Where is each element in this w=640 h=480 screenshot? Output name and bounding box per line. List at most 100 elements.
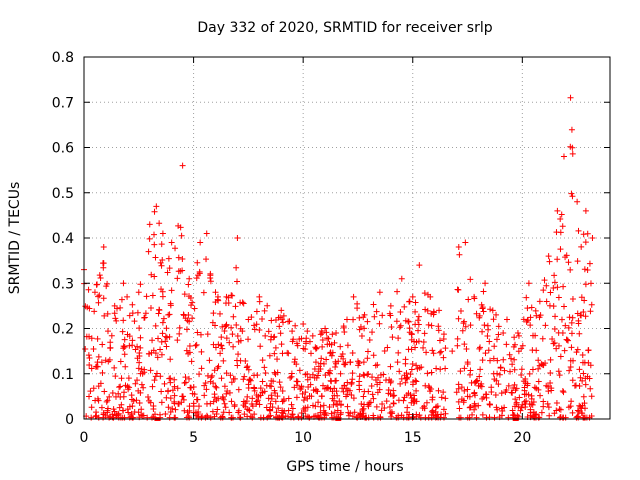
data-point (218, 375, 225, 382)
data-point (389, 334, 396, 341)
data-point (175, 268, 182, 275)
data-point (135, 289, 142, 296)
data-point (477, 344, 484, 351)
data-point (449, 348, 456, 355)
data-point (125, 386, 132, 393)
data-point (424, 307, 431, 314)
data-point (551, 326, 558, 333)
data-point (533, 385, 540, 392)
data-point (455, 244, 462, 251)
data-point (120, 407, 127, 414)
data-point (291, 359, 298, 366)
data-point (264, 302, 271, 309)
data-point (391, 392, 398, 399)
data-point (209, 372, 216, 379)
data-point (465, 296, 472, 303)
data-point (557, 246, 564, 253)
data-point (166, 265, 173, 272)
data-point (138, 406, 145, 413)
data-point (586, 375, 593, 382)
data-point (212, 322, 219, 329)
data-point (549, 336, 556, 343)
data-point (502, 388, 509, 395)
data-point (464, 386, 471, 393)
data-point (528, 401, 535, 408)
data-point (99, 341, 106, 348)
data-point (200, 289, 207, 296)
data-point (218, 334, 225, 341)
data-point (350, 395, 357, 402)
data-point (292, 322, 299, 329)
data-point (182, 374, 189, 381)
data-point (551, 340, 558, 346)
data-point (207, 414, 214, 421)
data-point (304, 376, 311, 383)
data-point (495, 323, 502, 330)
data-point (235, 351, 242, 358)
data-point (557, 229, 564, 236)
data-point (106, 393, 113, 400)
data-point (511, 381, 518, 388)
data-point (320, 382, 327, 389)
data-point (178, 232, 185, 239)
data-point (327, 377, 334, 384)
data-point (147, 399, 154, 406)
data-point (457, 368, 464, 375)
data-point (150, 403, 157, 410)
data-point (579, 410, 586, 417)
chart-title: Day 332 of 2020, SRMTID for receiver srl… (197, 20, 492, 36)
data-point (388, 378, 395, 385)
data-point (326, 403, 333, 410)
data-point (299, 390, 306, 397)
data-point (494, 357, 501, 364)
data-point (540, 287, 547, 294)
data-point (366, 400, 373, 407)
data-point (578, 312, 585, 319)
data-point (563, 252, 570, 259)
data-point (270, 334, 277, 341)
data-point (186, 275, 193, 282)
data-point (169, 387, 176, 394)
data-point (251, 384, 258, 391)
data-point (213, 384, 220, 391)
data-point (420, 344, 427, 351)
data-point (437, 366, 444, 373)
data-point (297, 386, 304, 393)
data-point (397, 322, 404, 329)
data-point (576, 402, 583, 409)
data-point (95, 299, 102, 306)
data-point (183, 347, 190, 354)
data-point (577, 403, 584, 410)
data-point (532, 307, 539, 314)
data-point (158, 388, 165, 395)
data-point (356, 314, 363, 321)
data-point (319, 336, 326, 343)
y-tick-label: 0.8 (52, 50, 74, 66)
data-point (190, 403, 197, 410)
data-point (379, 401, 386, 408)
y-tick-label: 0.1 (52, 367, 74, 383)
data-point (198, 348, 205, 355)
data-point (557, 353, 564, 360)
data-point (276, 379, 283, 386)
data-point (500, 330, 507, 337)
data-point (111, 310, 118, 317)
data-point (559, 329, 566, 336)
data-point (152, 350, 159, 357)
data-point (539, 361, 546, 368)
data-point (157, 259, 164, 266)
data-point (185, 375, 192, 382)
data-point (536, 314, 543, 321)
data-point (383, 398, 390, 405)
data-point (456, 251, 463, 258)
data-point (330, 397, 337, 404)
data-point (509, 389, 516, 396)
data-point (219, 345, 226, 352)
data-point (216, 310, 223, 317)
data-point (256, 326, 263, 333)
data-point (321, 414, 328, 421)
data-point (108, 332, 115, 339)
data-point (523, 294, 530, 301)
data-point (409, 360, 416, 367)
data-point (558, 211, 565, 218)
